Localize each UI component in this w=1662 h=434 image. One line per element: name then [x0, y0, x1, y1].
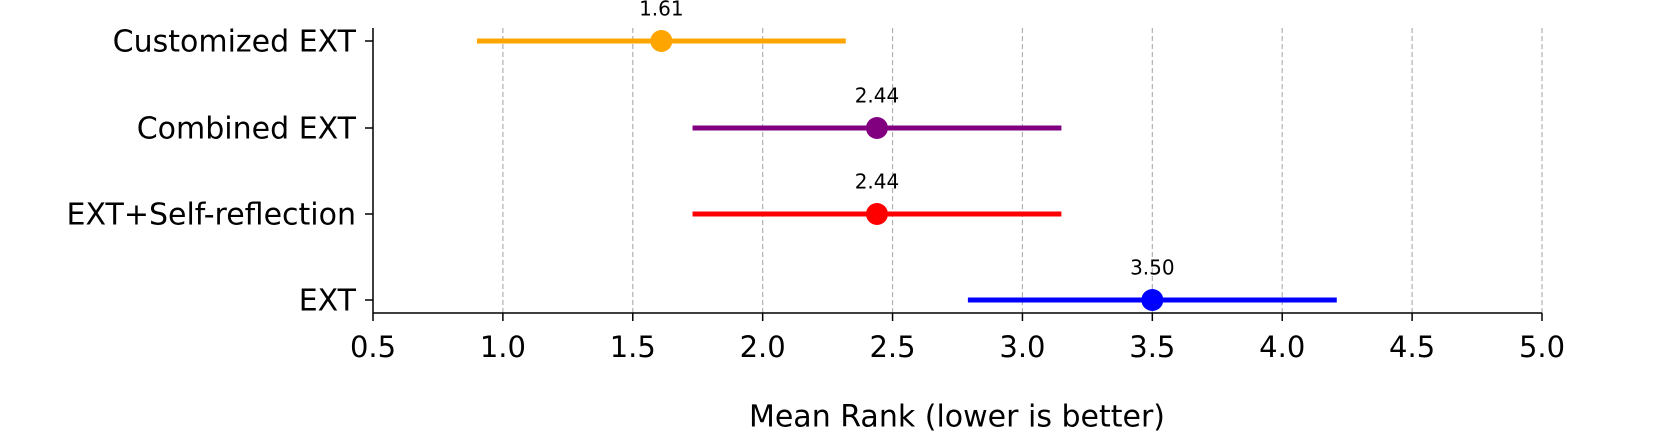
x-tick-label: 3.5 — [1129, 330, 1175, 364]
x-tick-label: 2.0 — [740, 330, 786, 364]
x-tick-label: 4.5 — [1389, 330, 1435, 364]
x-tick-label: 5.0 — [1519, 330, 1565, 364]
x-axis-label: Mean Rank (lower is better) — [749, 400, 1165, 434]
value-label: 1.61 — [639, 0, 684, 21]
x-tick-label: 4.0 — [1259, 330, 1305, 364]
x-tick-label: 2.5 — [869, 330, 915, 364]
value-label: 2.44 — [855, 170, 900, 194]
point — [1141, 289, 1164, 311]
y-tick-label: EXT+Self-reflection — [67, 198, 356, 233]
y-tick-label: Customized EXT — [113, 25, 357, 60]
point — [865, 203, 888, 225]
value-label: 2.44 — [855, 84, 900, 108]
x-tick-label: 0.5 — [350, 330, 396, 364]
y-tick-label: EXT — [299, 284, 357, 319]
x-tick-label: 1.5 — [610, 330, 656, 364]
point — [650, 30, 673, 52]
value-label: 3.50 — [1130, 256, 1175, 280]
x-tick-label: 3.0 — [999, 330, 1045, 364]
x-tick-label: 1.0 — [480, 330, 526, 364]
y-tick-label: Combined EXT — [137, 112, 357, 147]
point — [865, 117, 888, 139]
